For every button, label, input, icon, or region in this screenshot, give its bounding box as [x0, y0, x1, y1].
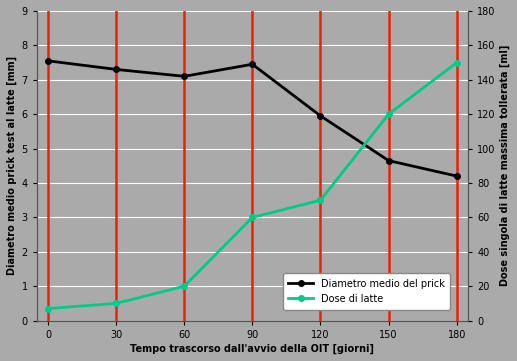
Dose di latte	[113, 301, 119, 305]
Dose di latte	[181, 284, 187, 288]
X-axis label: Tempo trascorso dall'avvio della OIT [giorni]: Tempo trascorso dall'avvio della OIT [gi…	[130, 344, 374, 354]
Line: Diametro medio del prick: Diametro medio del prick	[45, 58, 460, 179]
Diametro medio del prick	[113, 67, 119, 71]
Dose di latte	[45, 306, 51, 311]
Y-axis label: Dose singola di latte massima tollerata [ml]: Dose singola di latte massima tollerata …	[500, 45, 510, 287]
Dose di latte	[453, 60, 460, 65]
Y-axis label: Diametro medio prick test al latte [mm]: Diametro medio prick test al latte [mm]	[7, 56, 17, 275]
Diametro medio del prick	[453, 174, 460, 178]
Dose di latte	[249, 215, 255, 219]
Diametro medio del prick	[317, 114, 324, 118]
Dose di latte	[317, 198, 324, 203]
Dose di latte	[386, 112, 392, 116]
Diametro medio del prick	[249, 62, 255, 66]
Line: Dose di latte: Dose di latte	[45, 60, 460, 311]
Legend: Diametro medio del prick, Dose di latte: Diametro medio del prick, Dose di latte	[283, 273, 450, 309]
Diametro medio del prick	[386, 158, 392, 163]
Diametro medio del prick	[181, 74, 187, 78]
Diametro medio del prick	[45, 59, 51, 63]
